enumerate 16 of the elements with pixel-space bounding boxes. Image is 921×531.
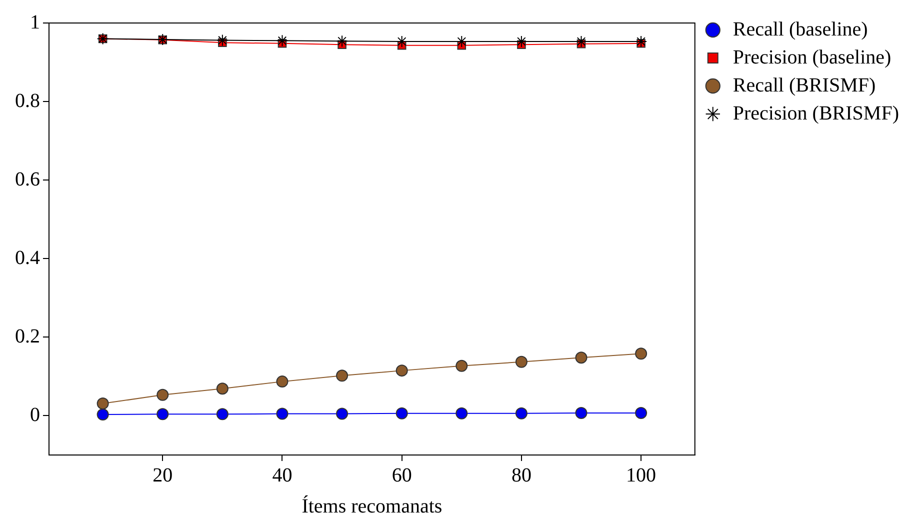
y-tick-label: 0 <box>30 404 40 426</box>
x-tick-label: 20 <box>152 464 173 486</box>
y-tick-label: 0.2 <box>15 325 40 348</box>
y-tick-label: 0.8 <box>15 90 40 112</box>
x-tick-label: 40 <box>272 464 292 486</box>
legend-label: Precision (baseline) <box>732 46 892 68</box>
y-tick-label: 1 <box>30 11 40 34</box>
x-tick-label: 100 <box>626 464 656 486</box>
x-tick-label: 60 <box>392 464 412 486</box>
y-tick-label: 0.6 <box>15 168 40 190</box>
x-axis-title: Ítems recomanats <box>302 494 442 518</box>
legend-label: Recall (baseline) <box>732 18 868 40</box>
legend-label: Recall (BRISMF) <box>732 74 876 96</box>
y-tick-label: 0.4 <box>15 246 40 269</box>
x-tick-label: 80 <box>511 464 532 486</box>
legend-label: Precision (BRISMF) <box>732 102 899 124</box>
